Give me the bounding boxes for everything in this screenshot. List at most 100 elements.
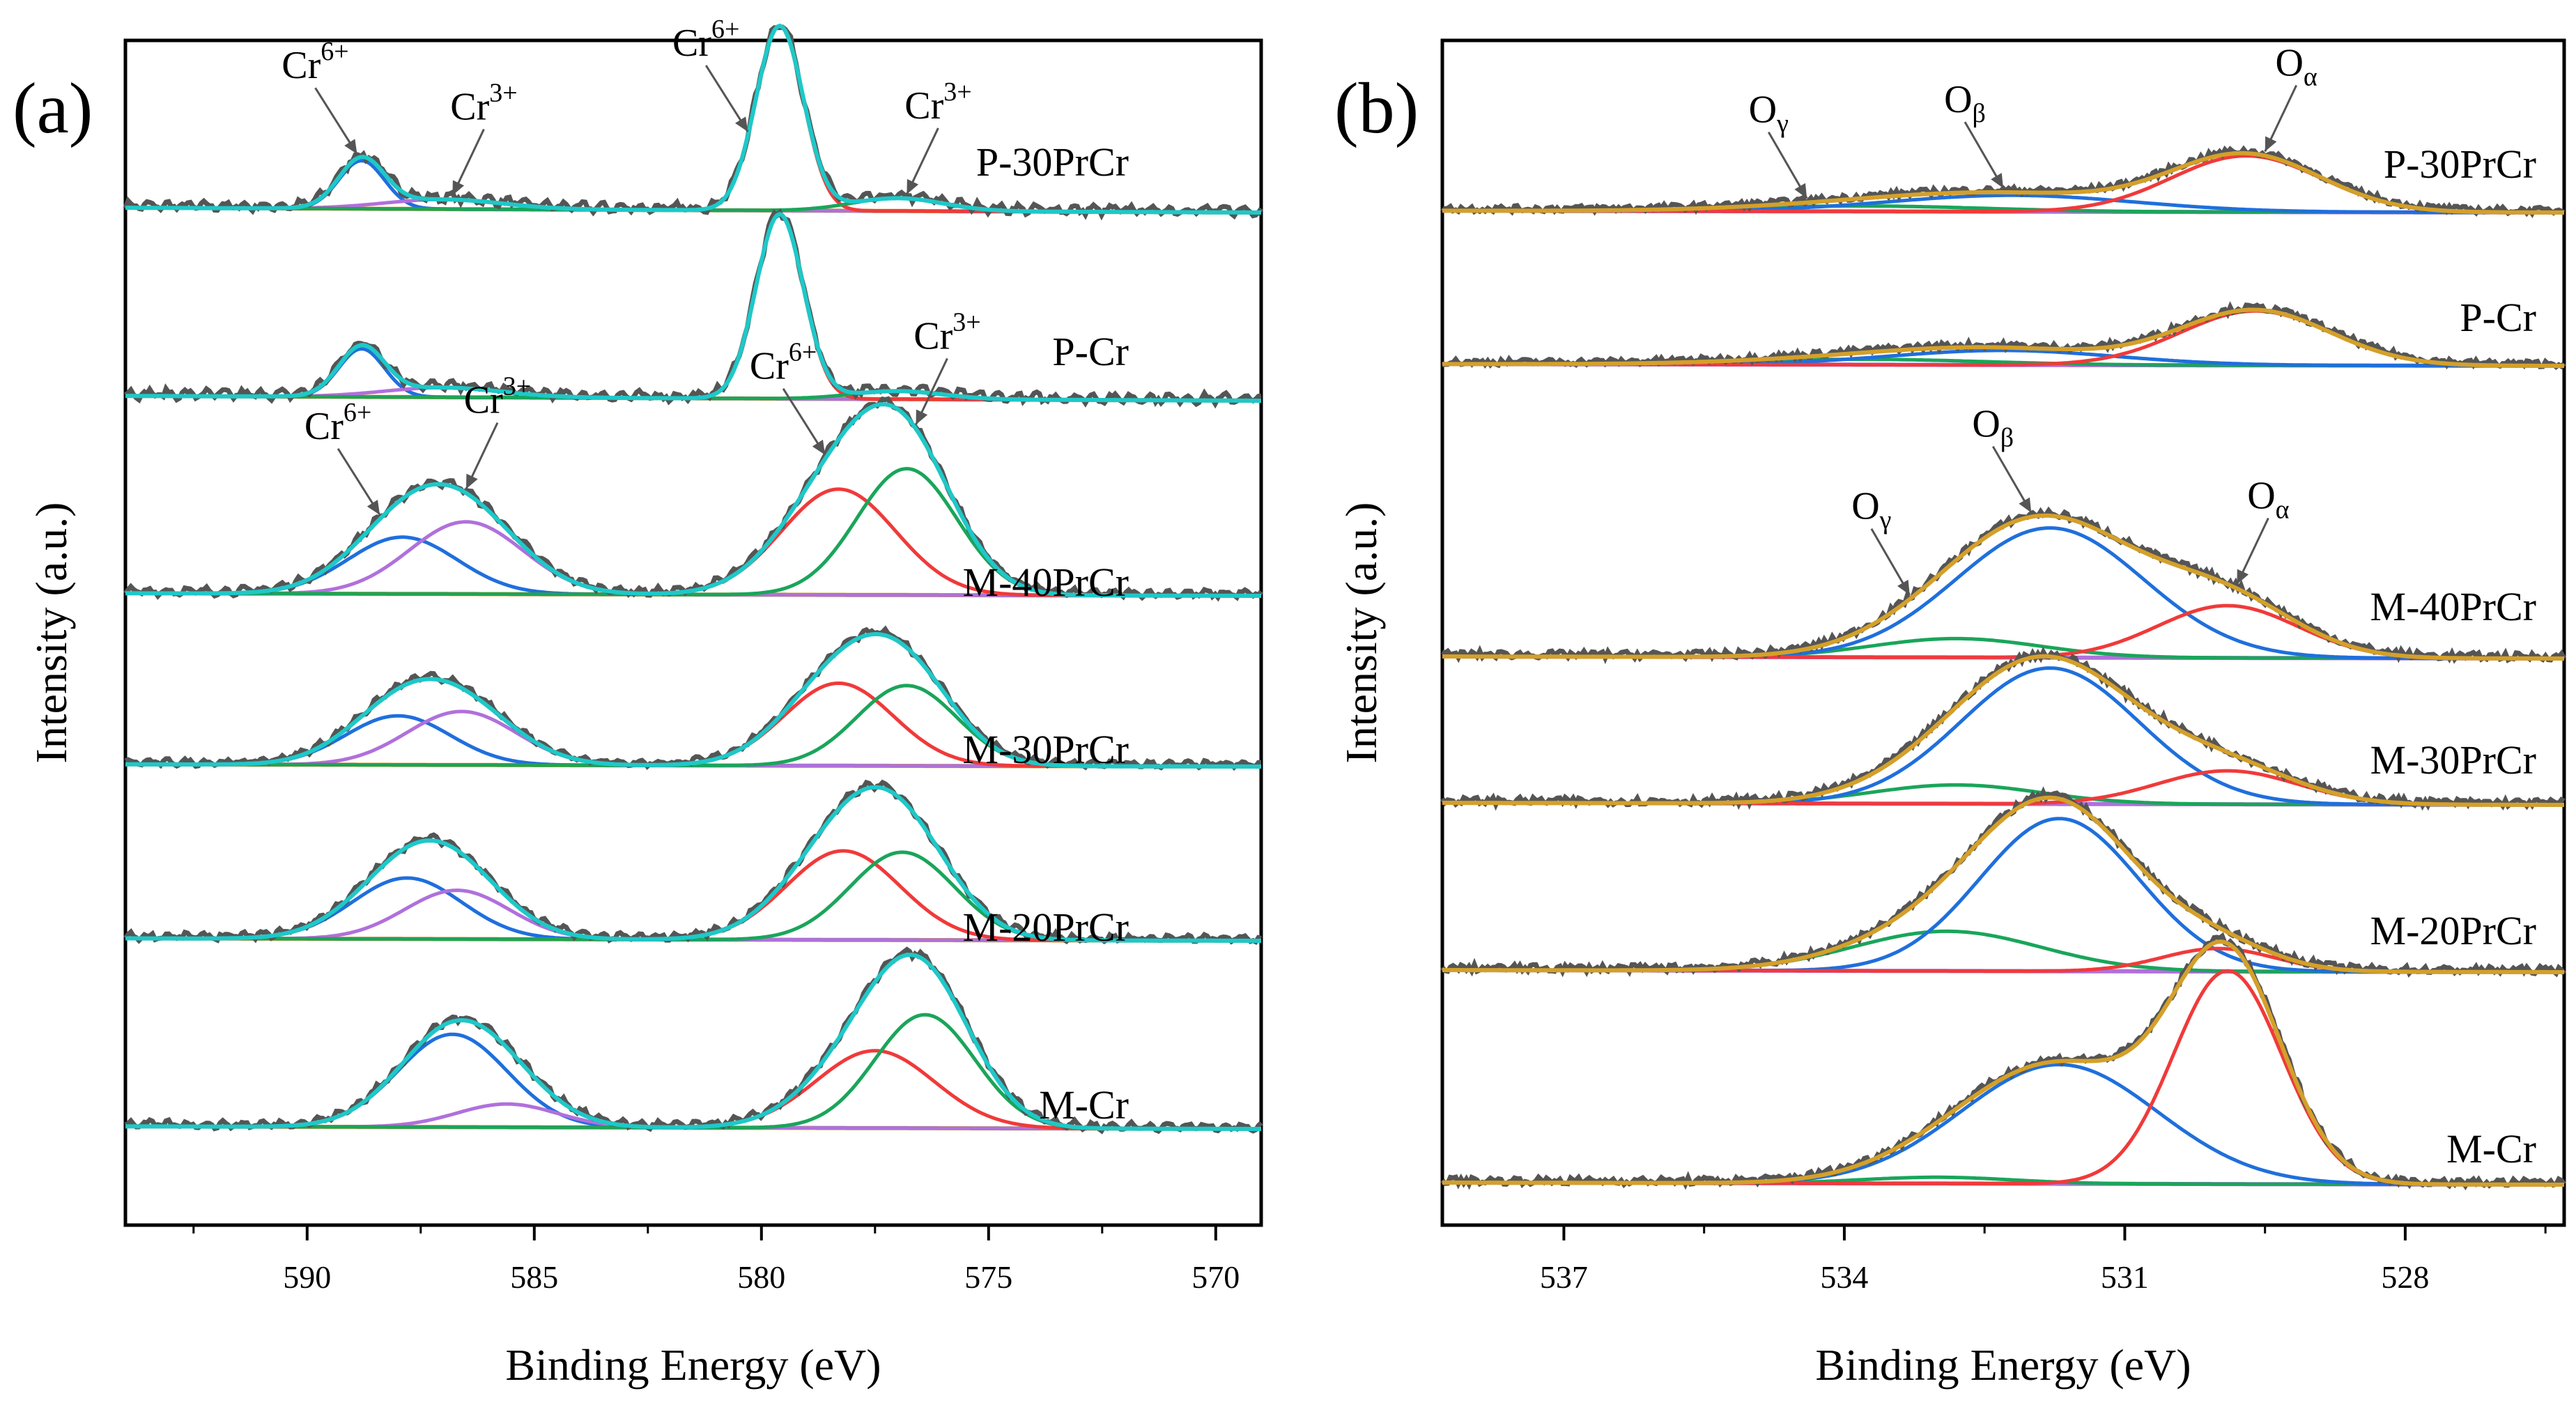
panel-a-annotations: Cr6+ Cr3+ Cr6+ Cr3+ Cr6+ Cr3+ Cr6+ Cr3+: [281, 15, 981, 516]
x-tick-label-528: 528: [2381, 1259, 2429, 1295]
x-tick-label-585: 585: [510, 1259, 558, 1295]
raw-data-p-cr: [124, 208, 1262, 409]
spectrum-m-40prcr: M-40PrCr: [123, 396, 1263, 605]
annotation-cr3-7: Cr3+: [913, 307, 981, 426]
panel-b-annotations: Oγ Oβ Oα Oγ Oβ Oα: [1749, 41, 2317, 596]
raw-data-p-30prcr: [1440, 145, 2566, 219]
sample-label-p-cr: P-Cr: [1052, 329, 1129, 374]
annotation-arrow-head: [1991, 173, 2003, 188]
raw-data-m-30prcr: [1440, 646, 2566, 811]
panel-b-x-axis-label: Binding Energy (eV): [1815, 1340, 2191, 1390]
annotation-arrow-head: [916, 409, 928, 425]
fit-envelope-m-20prcr: [125, 785, 1261, 943]
annotation-o-4: Oβ: [1972, 403, 2033, 514]
annotation-label: Cr3+: [904, 77, 971, 128]
annotation-cr3-5: Cr3+: [464, 372, 531, 490]
sample-label-m-cr: M-Cr: [1039, 1082, 1129, 1128]
annotation-label: Oα: [2247, 475, 2289, 525]
peak-o-m-cr: [1442, 1063, 2564, 1187]
spectrum-m-40prcr: M-40PrCr: [1441, 506, 2567, 665]
annotation-cr6-4: Cr6+: [304, 398, 381, 516]
spectrum-m-cr: M-Cr: [1440, 932, 2566, 1191]
panel-a-label: (a): [13, 68, 93, 148]
annotation-label: Cr6+: [750, 338, 817, 388]
annotation-label: Oβ: [1944, 78, 1986, 128]
fit-envelope-m-40prcr: [125, 402, 1261, 598]
annotation-o-2: Oα: [2264, 41, 2317, 153]
panel-b-x-axis: 537 534 531 528: [1540, 1225, 2547, 1295]
panel-a: (a) P-30PrCr P-Cr M-40PrCr M-30PrCr M-20PrCr…: [13, 15, 1263, 1390]
annotation-arrow-head: [466, 473, 478, 489]
x-tick-label-570: 570: [1191, 1259, 1240, 1295]
fit-envelope-m-cr: [1442, 939, 2564, 1187]
fit-envelope-m-20prcr: [1442, 795, 2564, 974]
annotation-arrow-head: [1794, 183, 1807, 199]
sample-label-m-30prcr: M-30PrCr: [963, 727, 1129, 772]
raw-data-m-cr: [124, 946, 1263, 1135]
annotation-arrow-head: [2019, 497, 2032, 513]
annotation-arrow-head: [2237, 569, 2249, 585]
annotation-label: Cr3+: [464, 372, 531, 422]
spectrum-p-cr: P-Cr: [124, 208, 1262, 409]
sample-label-m-cr: M-Cr: [2446, 1126, 2536, 1171]
annotation-arrow-head: [344, 139, 357, 155]
annotation-arrow-head: [2265, 136, 2277, 152]
annotation-arrow-head: [367, 500, 380, 515]
x-tick-label-575: 575: [964, 1259, 1012, 1295]
raw-data-m-30prcr: [124, 625, 1261, 771]
panel-b: (b) P-30PrCr P-Cr M-40PrCr M-30PrCr M-20PrCr…: [1334, 38, 2567, 1390]
fit-envelope-m-30prcr: [1442, 654, 2564, 807]
sample-label-p-30prcr: P-30PrCr: [2384, 141, 2536, 187]
panel-a-y-axis-label: Intensity (a.u.): [26, 502, 76, 764]
x-tick-label-537: 537: [1540, 1259, 1588, 1295]
annotation-label: Oγ: [1851, 485, 1891, 535]
fit-envelope-p-30prcr: [1442, 151, 2564, 215]
annotation-label: Cr3+: [913, 307, 980, 357]
x-tick-label-531: 531: [2101, 1259, 2149, 1295]
fit-envelope-p-cr: [1442, 307, 2564, 368]
spectrum-m-20prcr: M-20PrCr: [1440, 786, 2566, 978]
annotation-label: Oγ: [1749, 89, 1789, 139]
annotation-cr6-0: Cr6+: [281, 37, 358, 155]
fit-envelope-m-30prcr: [125, 632, 1261, 769]
annotation-label: Cr6+: [304, 398, 371, 448]
spectrum-p-30prcr: P-30PrCr: [123, 23, 1263, 221]
annotation-arrow-head: [452, 180, 465, 196]
annotation-arrow-head: [735, 116, 748, 132]
sample-label-p-cr: P-Cr: [2460, 295, 2536, 340]
fit-envelope-p-cr: [125, 211, 1261, 403]
sample-label-m-40prcr: M-40PrCr: [963, 560, 1129, 605]
spectrum-m-20prcr: M-20PrCr: [123, 779, 1262, 950]
annotation-label: Cr3+: [450, 78, 517, 128]
sample-label-m-20prcr: M-20PrCr: [963, 905, 1129, 950]
panel-a-x-axis-label: Binding Energy (eV): [505, 1340, 881, 1390]
sample-label-m-20prcr: M-20PrCr: [2370, 908, 2536, 953]
panel-b-frame: [1440, 38, 2566, 1227]
annotation-o-1: Oβ: [1944, 78, 2005, 189]
spectrum-m-30prcr: M-30PrCr: [124, 625, 1261, 772]
spectrum-p-cr: P-Cr: [1442, 295, 2566, 370]
x-tick-label-580: 580: [737, 1259, 785, 1295]
annotation-label: Oα: [2275, 41, 2317, 91]
annotation-o-3: Oγ: [1851, 485, 1911, 596]
raw-data-p-cr: [1442, 301, 2566, 370]
annotation-arrow-head: [812, 439, 826, 455]
panel-b-label: (b): [1334, 68, 1419, 148]
annotation-label: Cr6+: [672, 15, 739, 65]
annotation-cr6-2: Cr6+: [672, 15, 749, 132]
panel-a-curves: P-30PrCr P-Cr M-40PrCr M-30PrCr M-20PrCr M-Cr: [123, 23, 1263, 1135]
panel-a-frame: [123, 38, 1263, 1227]
peak-o-m-30prcr: [1442, 666, 2564, 807]
spectrum-p-30prcr: P-30PrCr: [1440, 141, 2566, 219]
panel-b-curves: P-30PrCr P-Cr M-40PrCr M-30PrCr M-20PrCr M-Cr: [1440, 141, 2567, 1191]
spectrum-m-cr: M-Cr: [124, 946, 1263, 1135]
sample-label-m-30prcr: M-30PrCr: [2370, 737, 2536, 783]
annotation-cr3-1: Cr3+: [450, 78, 518, 197]
annotation-arrow-head: [1897, 579, 1910, 595]
fit-envelope-m-40prcr: [1442, 513, 2564, 661]
annotation-label: Oβ: [1972, 403, 2014, 453]
panel-b-y-axis-label: Intensity (a.u.): [1336, 502, 1386, 764]
annotation-o-0: Oγ: [1749, 89, 1808, 199]
fit-envelope-p-30prcr: [125, 23, 1261, 215]
